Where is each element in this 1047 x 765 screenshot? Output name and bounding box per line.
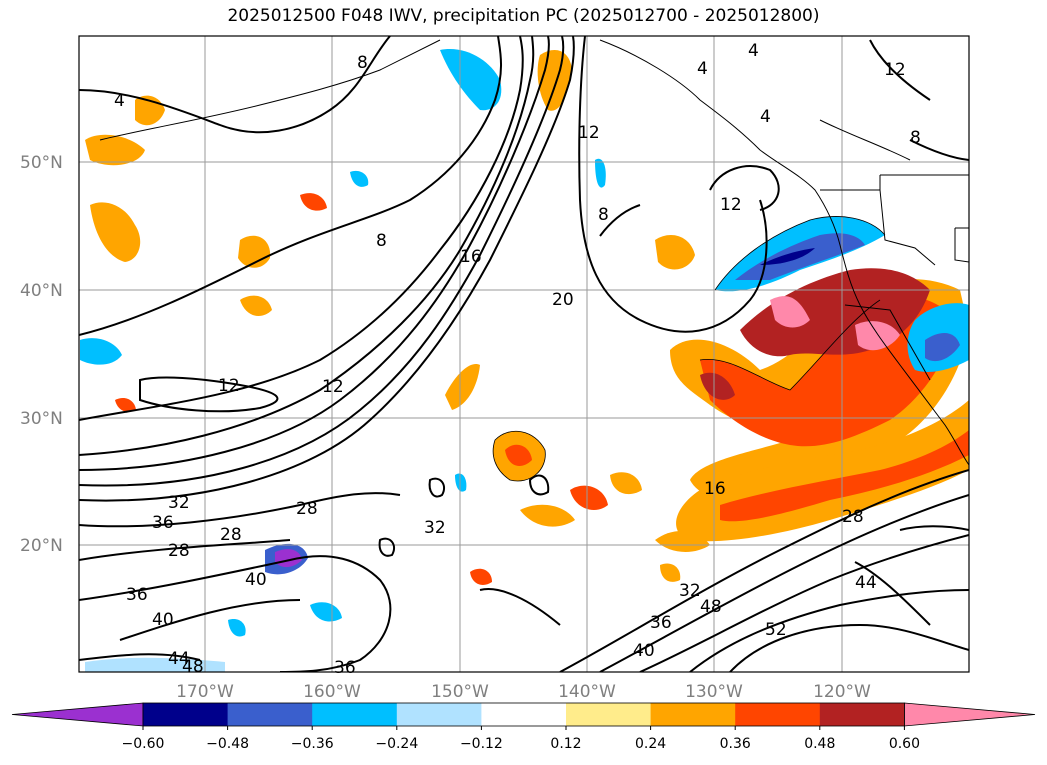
contour-label: 40: [633, 641, 655, 661]
colorbar-tick-label: −0.12: [460, 736, 503, 752]
colorbar-segment: [227, 703, 313, 726]
lon-label: 130°W: [685, 682, 743, 702]
lat-label: 30°N: [20, 409, 63, 429]
contour-label: 40: [245, 570, 267, 590]
colorbar-tick-label: 0.24: [635, 736, 666, 752]
colorbar-tick-label: 0.48: [804, 736, 835, 752]
contour-label: 40: [152, 610, 174, 630]
contour-label: 12: [218, 376, 240, 396]
lon-axis: 170°W 160°W 150°W 140°W 130°W 120°W: [176, 682, 871, 702]
lat-label: 40°N: [20, 281, 63, 301]
lat-label: 50°N: [20, 153, 63, 173]
contour-label: 4: [760, 107, 771, 127]
contour-label: 32: [168, 493, 190, 513]
contour-label: 20: [552, 290, 574, 310]
contour-label: 36: [152, 513, 174, 533]
lon-label: 140°W: [558, 682, 616, 702]
colorbar-tick-label: −0.48: [206, 736, 249, 752]
contour-label: 8: [598, 205, 609, 225]
colorbar-segment: [143, 703, 229, 726]
contour-label: 28: [842, 507, 864, 527]
lat-axis: 50°N 40°N 30°N 20°N: [20, 153, 63, 556]
contour-label: 12: [322, 377, 344, 397]
contour-label: 28: [220, 525, 242, 545]
colorbar: −0.60 −0.48 −0.36 −0.24 −0.12 0.12 0.24 0.36 0.4…: [11, 702, 1036, 752]
colorbar-tick-label: 0.12: [550, 736, 581, 752]
contour-label: 48: [700, 597, 722, 617]
colorbar-tick-label: 0.60: [889, 736, 920, 752]
precip-shading: [80, 49, 969, 672]
contour-label: 4: [697, 59, 708, 79]
contour-label: 12: [578, 123, 600, 143]
contour-label: 44: [168, 649, 190, 669]
contour-label: 8: [910, 128, 921, 148]
coastlines: [99, 39, 969, 466]
contour-label: 12: [884, 60, 906, 80]
colorbar-tick-label: −0.24: [375, 736, 418, 752]
colorbar-segment: [312, 703, 398, 726]
contour-label: 32: [679, 581, 701, 601]
colorbar-extend-min: [11, 702, 144, 727]
contour-label: 36: [126, 585, 148, 605]
contour-label: 16: [704, 479, 726, 499]
colorbar-segment: [735, 703, 821, 726]
contour-label: 4: [114, 91, 125, 111]
lat-label: 20°N: [20, 536, 63, 556]
colorbar-segment: [819, 703, 905, 726]
contour-label: 8: [376, 231, 387, 251]
iwv-contours: [79, 36, 969, 672]
figure-title: 2025012500 F048 IWV, precipitation PC (2…: [227, 6, 820, 26]
colorbar-segment: [481, 703, 567, 726]
contour-label: 44: [855, 573, 877, 593]
contour-label: 36: [650, 613, 672, 633]
colorbar-segment: [566, 703, 652, 726]
contour-labels: 4 4 4 4 8 8 8 8 12 12 12 12 12 16 20 16 …: [114, 41, 921, 678]
lon-label: 150°W: [431, 682, 489, 702]
colorbar-extend-max: [904, 702, 1036, 727]
contour-label: 32: [424, 518, 446, 538]
map-panel: [78, 35, 970, 673]
colorbar-tick-label: −0.36: [291, 736, 334, 752]
contour-label: 48: [182, 657, 204, 677]
colorbar-tick-label: 0.36: [720, 736, 751, 752]
lon-label: 120°W: [813, 682, 871, 702]
colorbar-segment: [396, 703, 482, 726]
lon-label: 170°W: [176, 682, 234, 702]
contour-label: 8: [357, 53, 368, 73]
contour-label: 16: [460, 247, 482, 267]
colorbar-tick-label: −0.60: [122, 736, 165, 752]
colorbar-segment: [650, 703, 736, 726]
contour-label: 4: [748, 41, 759, 61]
contour-label: 12: [720, 195, 742, 215]
contour-label: 28: [168, 541, 190, 561]
contour-label: 36: [334, 658, 356, 678]
contour-label: 52: [765, 620, 787, 640]
lon-label: 160°W: [303, 682, 361, 702]
contour-label: 28: [296, 499, 318, 519]
